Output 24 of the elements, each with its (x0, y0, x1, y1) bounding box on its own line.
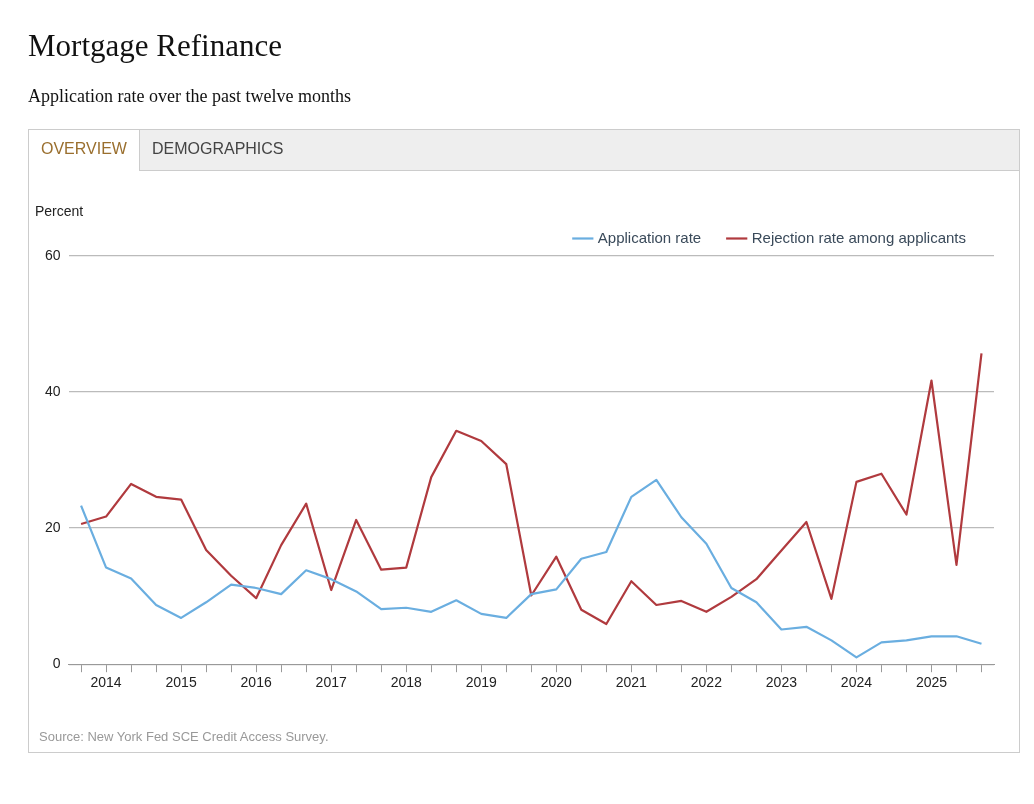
chart-title: Mortgage Refinance (28, 28, 283, 64)
x-tick-label: 2023 (765, 674, 798, 691)
x-tick-label: 2020 (540, 674, 573, 691)
x-tick-label: 2017 (315, 674, 347, 691)
x-tick-label: 2022 (690, 674, 723, 691)
text: OVERVIEW (29, 130, 140, 171)
x-tick-label: 2018 (390, 674, 423, 691)
x-tick-label: 2014 (90, 674, 122, 691)
legend-label: Application rate (597, 228, 702, 246)
x-tick-label: 2021 (615, 674, 648, 691)
y-tick-label: 0 (52, 655, 61, 672)
x-tick-label: 2015 (165, 674, 197, 691)
y-tick-label: 60 (44, 246, 61, 263)
y-tick-label: 40 (44, 382, 61, 399)
x-tick-label: 2016 (240, 674, 272, 691)
y-tick-label: 20 (44, 518, 61, 535)
x-tick-label: 2024 (840, 674, 873, 691)
source-note: Source: New York Fed SCE Credit Access Survey. (38, 728, 330, 746)
legend-label: Rejection rate among applicants (751, 228, 966, 246)
text: DEMOGRAPHICS (150, 139, 285, 159)
y-axis-title: Percent (35, 202, 84, 219)
chart-subtitle: Application rate over the past twelve months (28, 86, 352, 107)
x-tick-label: 2019 (465, 674, 498, 691)
x-tick-label: 2025 (915, 674, 948, 691)
